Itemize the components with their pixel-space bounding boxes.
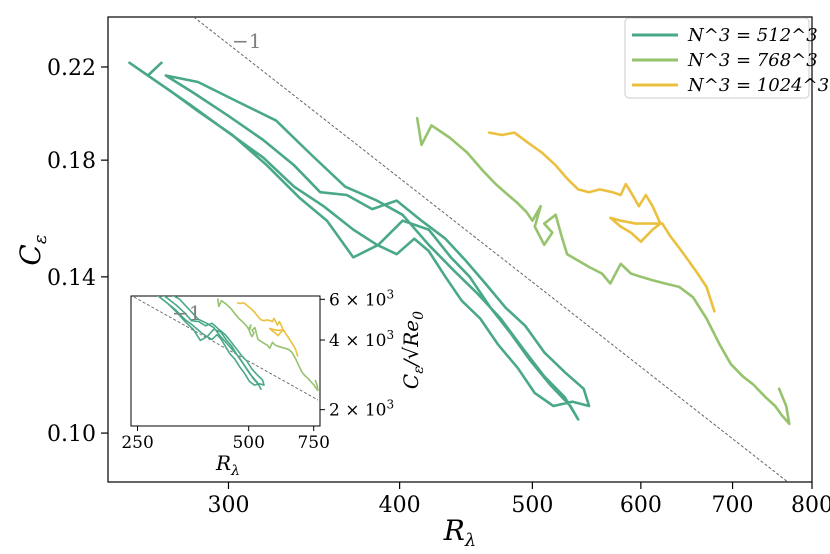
inset-y-axis: 6 × 103 4 × 103 2 × 103 — [320, 287, 394, 421]
legend-label-0: N^3 = 512^3 — [687, 25, 818, 46]
y-tick-label: 0.22 — [47, 56, 96, 81]
inset-series-line-0 — [156, 296, 265, 390]
y-tick-label: 0.18 — [47, 149, 96, 174]
main-y-axis: 0.10 0.14 0.18 0.22 — [47, 56, 108, 447]
x-tick-label: 500 — [511, 493, 553, 518]
legend-label-2: N^3 = 1024^3 — [687, 75, 829, 96]
reference-slope-line — [193, 17, 789, 482]
inset-plot-frame — [130, 295, 321, 427]
inset-x-tick-label: 750 — [297, 433, 329, 453]
inset-y-tick-label: 6 × 103 — [329, 287, 394, 310]
inset-series-group — [156, 296, 319, 392]
inset-y-tick-label: 2 × 103 — [329, 398, 394, 421]
y-tick-label: 0.14 — [47, 266, 96, 291]
legend: N^3 = 512^3 N^3 = 768^3 N^3 = 1024^3 — [624, 17, 829, 99]
inset-series-line-1 — [216, 298, 319, 392]
main-series-group — [128, 61, 791, 426]
main-reference-line — [193, 17, 789, 482]
y-tick-label: 0.10 — [47, 422, 96, 447]
x-tick-label: 400 — [379, 493, 421, 518]
main-y-axis-label: Cε — [14, 234, 51, 265]
inset-series-line-2 — [236, 302, 299, 357]
main-x-axis-label: Rλ — [443, 514, 477, 551]
main-x-axis: 300 400 500 600 700 800 — [207, 482, 830, 518]
series-line-1 — [415, 116, 791, 426]
x-tick-label: 800 — [791, 493, 830, 518]
x-tick-label: 700 — [712, 493, 754, 518]
series-line-0 — [128, 61, 591, 421]
inset-reference-label: −1 — [172, 301, 201, 325]
legend-frame — [624, 17, 810, 99]
inset-x-axis: 250 500 750 — [121, 426, 330, 453]
inset-y-axis-label: Cε/√Re0 — [399, 311, 427, 389]
main-reference-label: −1 — [232, 29, 261, 53]
series-line-2 — [487, 131, 716, 313]
legend-label-1: N^3 = 768^3 — [687, 50, 818, 71]
inset-x-tick-label: 500 — [232, 433, 264, 453]
inset-y-tick-label: 4 × 103 — [329, 328, 394, 351]
inset-x-tick-label: 250 — [121, 433, 153, 453]
x-tick-label: 300 — [207, 493, 249, 518]
x-tick-label: 600 — [620, 493, 662, 518]
